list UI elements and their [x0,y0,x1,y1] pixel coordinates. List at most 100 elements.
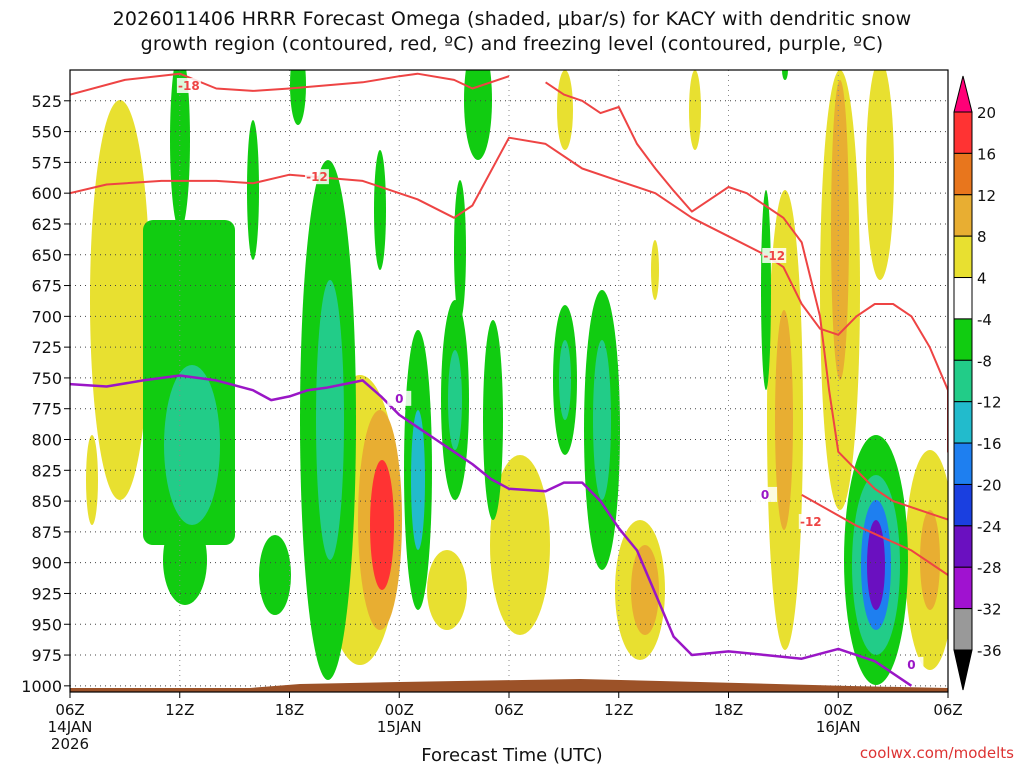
colorbar-segment [953,566,973,610]
y-tick-label: 950 [31,615,62,634]
y-tick-label: 825 [31,461,62,480]
colorbar-segment [953,401,973,444]
y-tick-label: 775 [31,400,62,419]
x-tick-label: 06Z [494,701,523,719]
red-contour-line [545,81,948,521]
terrain [70,679,948,692]
omega-blob-teal [593,340,611,500]
x-tick-label: 06Z [55,701,84,719]
omega-blob-yellow [90,100,150,500]
x-tick-sublabel: 2026 [51,735,89,753]
red-contour-line [70,72,510,96]
x-tick-sublabel: 14JAN [48,718,93,736]
omega-blob-orange [831,80,849,380]
omega-blob-green [374,150,386,270]
colorbar-segment [953,194,973,237]
colorbar-segment [953,318,973,361]
omega-blob-green [259,535,291,615]
omega-blob-teal [316,280,344,560]
y-tick-label: 525 [31,92,62,111]
colorbar-segment [953,483,973,527]
omega-blob-teal [164,365,220,525]
colorbar-label: -16 [977,435,1002,453]
x-tick-sublabel: 15JAN [377,718,422,736]
contours [70,72,948,687]
omega-blob-yellow [557,70,573,150]
y-tick-label: 900 [31,554,62,573]
colorbar-label: -28 [977,559,1002,577]
x-tick-label: 06Z [933,701,962,719]
y-tick-label: 925 [31,584,62,603]
y-tick-label: 800 [31,431,62,450]
y-tick-label: 600 [31,184,62,203]
omega-blob-green [782,70,788,80]
colorbar-label: 8 [977,228,987,246]
purple-contour-label: 0 [761,488,769,502]
omega-blob-teal [448,350,462,450]
colorbar-segment [953,442,973,485]
colorbar-segment [953,277,973,320]
x-tick-label: 00Z [385,701,414,719]
colorbar-segment [953,152,973,196]
omega-blob-yellow [86,435,98,525]
omega-blob-green [464,70,492,160]
colorbar-segment [953,608,973,651]
omega-shading [86,70,948,685]
colorbar-label: 16 [977,145,996,163]
purple-contour-line [70,374,913,687]
y-tick-label: 725 [31,338,62,357]
chart-title-line-1: 2026011406 HRRR Forecast Omega (shaded, … [112,8,912,30]
chart-title-line-2: growth region (contoured, red, ºC) and f… [140,33,884,55]
y-tick-label: 850 [31,492,62,511]
omega-blob-yellow [866,70,894,280]
omega-blob-purple [867,520,885,610]
y-tick-label: 550 [31,123,62,142]
red-contour-label: -12 [800,515,822,529]
red-contour-line [764,253,948,454]
contour-labels: -18 -12 -12 -12 0 0 0 [176,78,924,672]
red-contour-label: -12 [306,170,328,184]
omega-blob-green [170,70,190,230]
colorbar-label: 4 [977,270,987,288]
y-tick-label: 975 [31,646,62,665]
contour-label-bg [753,486,778,502]
omega-blob-orange [631,545,659,635]
omega-blob-orange [920,510,940,610]
y-tick-label: 750 [31,369,62,388]
omega-blob-yellow [490,455,550,635]
omega-blob-orange [775,310,793,530]
red-contour-label: -12 [763,249,785,263]
colorbar-label: -36 [977,642,1002,660]
colorbar: 20 16 12 8 4 -4 -8 -12 -16 -20 -24 -28 -32 -36 [953,75,1002,691]
colorbar-bottom-arrow [953,649,973,691]
x-tick-label: 12Z [165,701,194,719]
y-tick-label: 700 [31,307,62,326]
credit-text: coolwx.com/modelts [859,744,1014,762]
x-axis-label: Forecast Time (UTC) [421,745,603,766]
contour-label-bg [798,514,823,530]
x-tick-label: 18Z [275,701,304,719]
x-tick-label: 00Z [824,701,853,719]
colorbar-label: -24 [977,518,1002,536]
colorbar-segment [953,235,973,279]
omega-blob-red [370,460,394,590]
omega-blob-green [247,120,259,260]
purple-contour-label: 0 [395,392,403,406]
y-tick-label: 650 [31,246,62,265]
omega-blob-yellow [689,70,701,150]
omega-blob-green [454,180,466,320]
omega-blob-green [761,190,771,390]
omega-blob-yellow [427,550,467,630]
colorbar-label: -4 [977,311,992,329]
colorbar-segment [953,359,973,403]
colorbar-label: -8 [977,352,992,370]
colorbar-label: -12 [977,394,1002,412]
y-tick-label: 1000 [21,677,62,696]
omega-blob-green [483,320,503,520]
contour-label-bg [387,390,412,406]
x-tick-label: 18Z [714,701,743,719]
y-tick-label: 575 [31,153,62,172]
contour-label-bg [304,169,329,185]
